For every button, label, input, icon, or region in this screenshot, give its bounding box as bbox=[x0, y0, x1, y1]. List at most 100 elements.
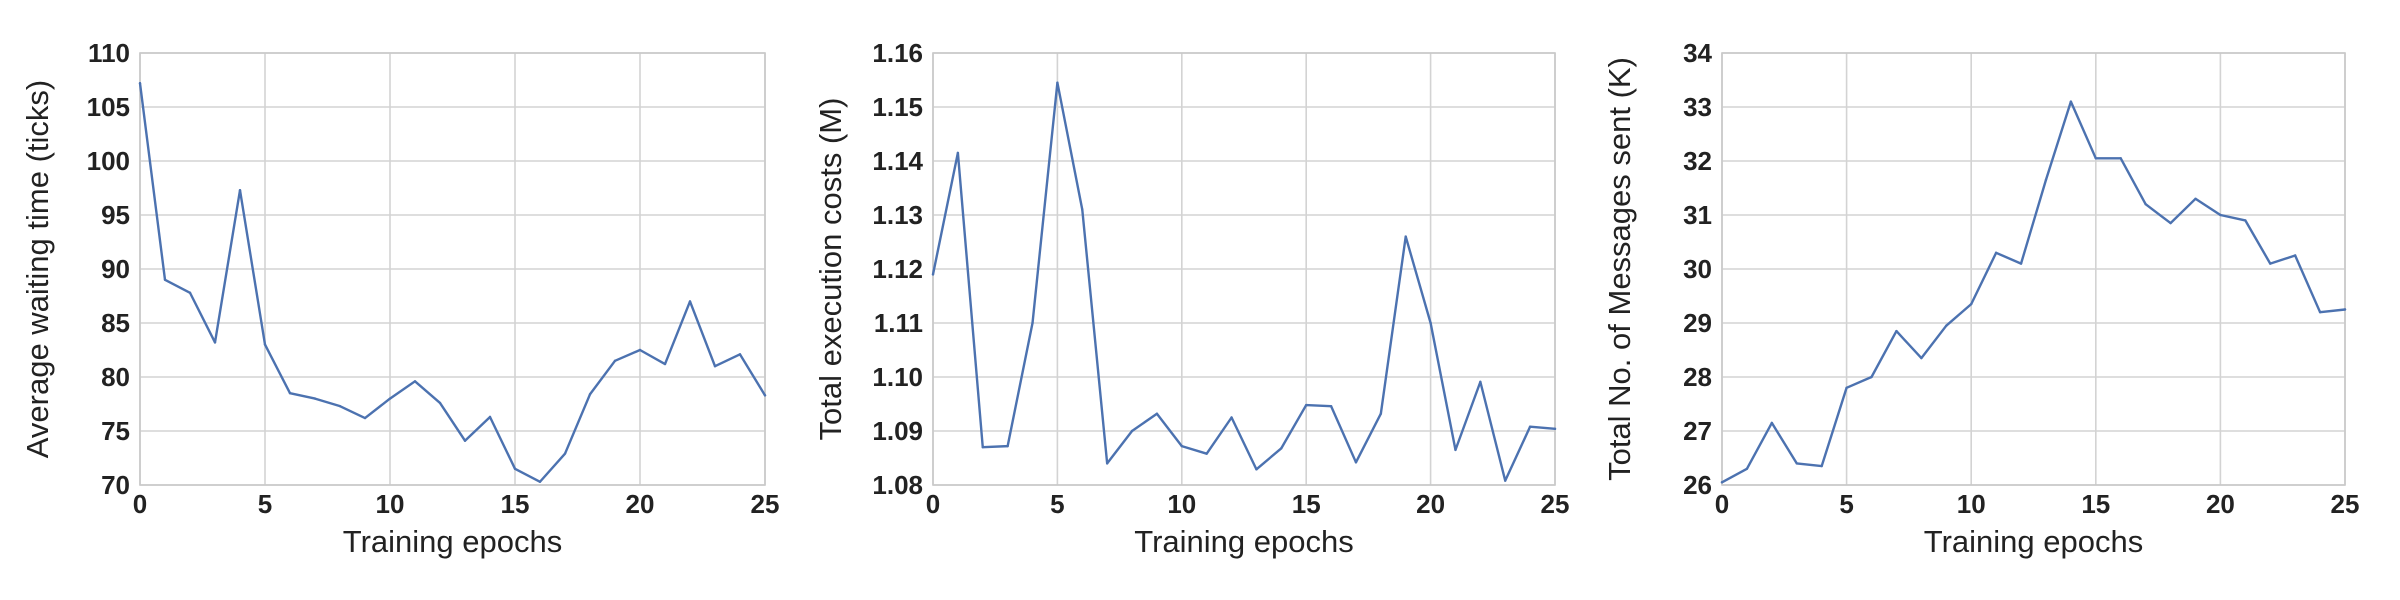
y-tick-label: 95 bbox=[101, 200, 130, 230]
data-point bbox=[1155, 412, 1159, 415]
x-tick-label: 0 bbox=[1715, 489, 1729, 519]
data-point bbox=[1130, 429, 1134, 433]
data-point bbox=[363, 416, 367, 420]
y-tick-label: 34 bbox=[1683, 38, 1712, 68]
data-point bbox=[713, 365, 717, 368]
data-point bbox=[2269, 262, 2272, 265]
data-point bbox=[931, 273, 935, 276]
y-tick-label: 70 bbox=[101, 470, 130, 500]
data-point bbox=[188, 291, 192, 294]
data-point bbox=[613, 359, 617, 362]
data-point bbox=[1329, 404, 1333, 408]
data-point bbox=[263, 343, 267, 346]
data-point bbox=[2318, 311, 2322, 314]
data-point bbox=[1031, 321, 1034, 325]
series-line bbox=[1720, 100, 2347, 484]
x-tick-label: 15 bbox=[501, 489, 530, 519]
chart-panel-2: 0 5 10 15 20 25 1.08 1.09 1.10 1.11 1.12 1.13 1.14 1.… bbox=[813, 38, 1569, 559]
data-point bbox=[338, 404, 342, 408]
y-tick-label: 28 bbox=[1683, 362, 1712, 392]
data-point bbox=[513, 467, 517, 470]
y-axis-label: Average waiting time (ticks) bbox=[20, 80, 55, 458]
data-point bbox=[288, 392, 292, 395]
data-point bbox=[1895, 329, 1898, 333]
data-point bbox=[238, 188, 242, 192]
y-tick-label: 32 bbox=[1683, 146, 1712, 176]
data-point bbox=[1504, 479, 1507, 482]
data-point bbox=[2244, 219, 2247, 222]
data-point bbox=[1205, 452, 1208, 455]
y-tick-label: 1.16 bbox=[872, 38, 923, 68]
x-tick-label: 20 bbox=[1416, 489, 1445, 519]
data-point bbox=[1255, 468, 1258, 471]
data-point bbox=[1056, 81, 1059, 84]
data-point bbox=[1379, 412, 1383, 415]
x-tick-label: 15 bbox=[2081, 489, 2110, 519]
x-tick-label: 0 bbox=[926, 489, 940, 519]
y-tick-label: 1.09 bbox=[872, 416, 923, 446]
data-point bbox=[1429, 321, 1432, 325]
x-axis-label: Training epochs bbox=[1134, 524, 1353, 559]
y-tick-label: 26 bbox=[1683, 470, 1712, 500]
series-line bbox=[931, 81, 1557, 482]
data-point bbox=[2194, 197, 2197, 200]
x-tick-label: 10 bbox=[1957, 489, 1986, 519]
data-point bbox=[1280, 447, 1283, 450]
data-point bbox=[1404, 235, 1407, 238]
data-point bbox=[1105, 462, 1109, 465]
data-point bbox=[1479, 380, 1482, 384]
y-tick-label: 105 bbox=[87, 92, 130, 122]
data-point bbox=[2094, 157, 2097, 160]
data-point bbox=[1920, 356, 1923, 360]
y-tick-label: 75 bbox=[101, 416, 130, 446]
data-point bbox=[1180, 444, 1184, 448]
data-point bbox=[1081, 208, 1084, 211]
y-tick-label: 29 bbox=[1683, 308, 1712, 338]
x-tick-label: 15 bbox=[1292, 489, 1321, 519]
data-point bbox=[2019, 262, 2023, 265]
data-point bbox=[981, 446, 984, 449]
y-tick-label: 33 bbox=[1683, 92, 1712, 122]
plot-area-frame bbox=[139, 52, 766, 486]
data-point bbox=[463, 439, 467, 442]
data-point bbox=[2343, 308, 2347, 311]
data-point bbox=[2219, 213, 2222, 217]
data-point bbox=[163, 278, 167, 281]
x-tick-label: 5 bbox=[258, 489, 272, 519]
data-point bbox=[738, 353, 742, 356]
data-point bbox=[1994, 251, 1998, 254]
y-tick-label: 80 bbox=[101, 362, 130, 392]
data-point bbox=[1745, 467, 1749, 470]
y-axis-label: Total No. of Messages sent (K) bbox=[1602, 57, 1637, 481]
data-point bbox=[1354, 461, 1358, 464]
series-line bbox=[138, 82, 767, 483]
chart-panel-3: 0 5 10 15 20 25 26 27 28 29 30 31 32 33 34 Training epo… bbox=[1602, 38, 2359, 559]
y-tick-label: 1.13 bbox=[872, 200, 923, 230]
data-point bbox=[688, 300, 692, 303]
data-point bbox=[1528, 425, 1532, 428]
data-point bbox=[1770, 421, 1774, 425]
data-point bbox=[763, 394, 767, 397]
x-tick-label: 25 bbox=[1541, 489, 1570, 519]
y-tick-label: 100 bbox=[87, 146, 130, 176]
x-tick-label: 5 bbox=[1839, 489, 1853, 519]
data-point bbox=[2169, 221, 2172, 225]
data-point bbox=[2293, 254, 2297, 257]
data-point bbox=[588, 393, 592, 396]
data-point bbox=[1230, 416, 1233, 419]
data-point bbox=[1945, 324, 1948, 327]
data-point bbox=[1820, 464, 1823, 468]
x-tick-label: 20 bbox=[2206, 489, 2235, 519]
data-point bbox=[1720, 481, 1724, 484]
data-point bbox=[2044, 178, 2048, 182]
data-point bbox=[1454, 448, 1457, 452]
data-point bbox=[1970, 302, 1973, 306]
data-point bbox=[413, 380, 417, 383]
data-point bbox=[2069, 100, 2073, 103]
x-tick-label: 0 bbox=[133, 489, 147, 519]
data-point bbox=[213, 341, 217, 344]
chart-panel-1: 0 5 10 15 20 25 70 75 80 85 90 95 100 105 110 Training … bbox=[20, 38, 779, 559]
y-tick-label: 90 bbox=[101, 254, 130, 284]
x-tick-label: 25 bbox=[751, 489, 780, 519]
